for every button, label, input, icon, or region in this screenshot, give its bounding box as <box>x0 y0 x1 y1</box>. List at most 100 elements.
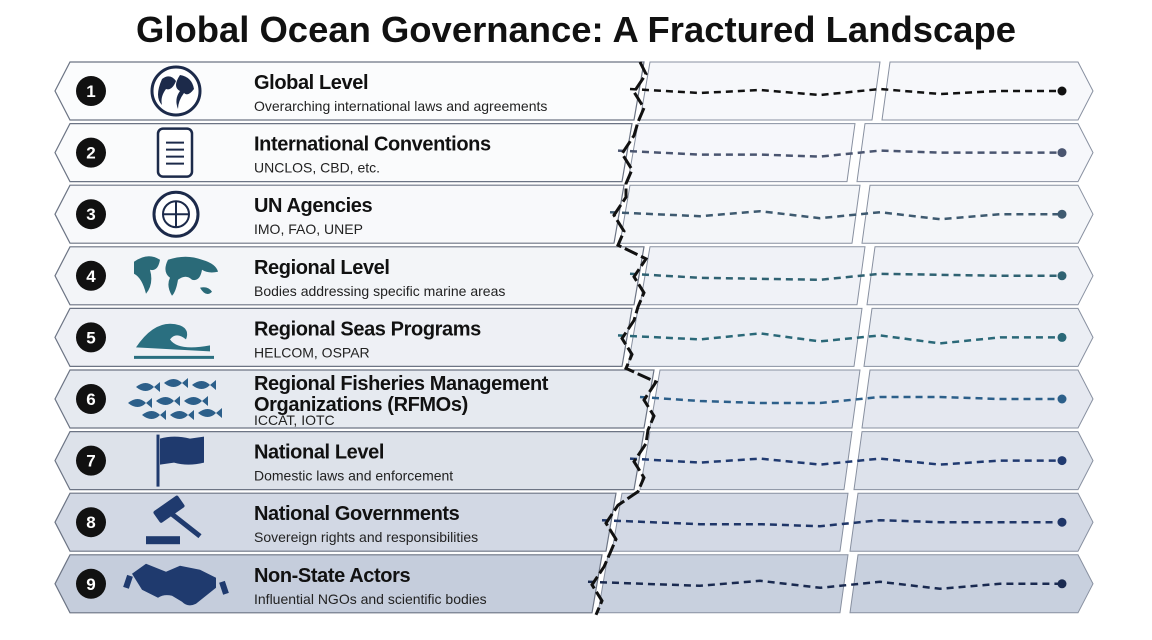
scroll <box>156 127 194 178</box>
row-number: 1 <box>86 82 95 101</box>
fish <box>192 380 216 390</box>
connector-line <box>609 209 1062 221</box>
row-number: 4 <box>86 267 96 286</box>
right-panel <box>849 554 1094 614</box>
right-panel <box>853 431 1094 491</box>
row-number: 2 <box>86 144 95 163</box>
connector-line <box>629 457 1062 466</box>
gavel-handle <box>170 512 202 539</box>
left-panel <box>54 492 617 552</box>
row-icon <box>134 256 218 296</box>
number-badge <box>76 445 106 476</box>
fish <box>128 398 152 408</box>
left-panel <box>54 184 625 244</box>
gavel-base <box>146 536 180 545</box>
right-panel <box>881 61 1094 121</box>
fish <box>170 410 194 420</box>
row-title: Regional Level <box>254 257 390 279</box>
row-subtitle: Influential NGOs and scientific bodies <box>254 591 487 607</box>
row-icon <box>150 65 202 117</box>
row-title: UN Agencies <box>254 195 373 217</box>
row-title: Global Level <box>254 72 368 94</box>
row-subtitle: Domestic laws and enforcement <box>254 468 453 484</box>
row-title: National Governments <box>254 503 460 525</box>
connector-line <box>617 149 1062 158</box>
connector-dot <box>1057 456 1067 466</box>
row-subtitle: Overarching international laws and agree… <box>254 98 547 114</box>
row-title: National Level <box>254 442 384 464</box>
connector-dot <box>1057 394 1067 404</box>
row-number: 5 <box>86 328 95 347</box>
row-subtitle: HELCOM, OSPAR <box>254 344 370 360</box>
right-panel <box>639 61 881 121</box>
number-badge <box>76 76 106 106</box>
connector-dot <box>1057 579 1067 589</box>
connector-line <box>639 395 1062 405</box>
world-map <box>134 256 218 296</box>
number-badge <box>76 507 106 538</box>
row-subtitle: Sovereign rights and responsibilities <box>254 529 478 545</box>
number-badge <box>76 260 106 291</box>
connector-dot <box>1057 517 1067 527</box>
right-panel <box>627 123 856 183</box>
right-panel <box>649 369 861 429</box>
row-number: 9 <box>86 575 95 594</box>
fish <box>142 410 166 420</box>
fish <box>198 408 222 418</box>
connector-line <box>601 518 1062 528</box>
row-icon <box>134 323 214 359</box>
right-panel <box>639 431 853 491</box>
continents <box>158 75 194 109</box>
right-panel <box>861 184 1094 244</box>
connector-dot <box>1057 209 1067 219</box>
row-icon <box>156 434 204 487</box>
row-icon <box>123 563 229 606</box>
row-title: Organizations (RFMOs) <box>254 394 468 416</box>
row-number: 3 <box>86 205 95 224</box>
row-title: International Conventions <box>254 134 491 156</box>
left-panel <box>54 122 633 183</box>
connector-line <box>617 332 1062 345</box>
handshake <box>132 563 216 606</box>
handshake-cuff <box>123 574 229 595</box>
right-panel <box>627 307 863 367</box>
connector-dot <box>1057 332 1067 342</box>
fracture-line <box>590 61 659 616</box>
row-title: Regional Seas Programs <box>254 318 481 340</box>
row-title: Non-State Actors <box>254 565 410 587</box>
right-panel <box>611 492 849 552</box>
row-icon <box>156 127 194 178</box>
connector-dot <box>1057 271 1067 281</box>
number-badge <box>76 384 106 414</box>
row-subtitle: ICCAT, IOTC <box>254 412 335 428</box>
right-panel <box>856 123 1094 183</box>
row-number: 6 <box>86 390 95 409</box>
connector-dot <box>1057 148 1067 158</box>
connector-line <box>629 272 1062 282</box>
right-panel <box>863 307 1094 367</box>
row-icon <box>146 495 202 545</box>
row-icon <box>152 190 200 238</box>
number-badge <box>76 322 106 353</box>
number-badge <box>76 137 106 168</box>
left-panel <box>54 61 645 121</box>
row-icon <box>128 378 222 420</box>
row-subtitle: Bodies addressing specific marine areas <box>254 283 505 299</box>
number-badge <box>76 568 106 599</box>
row-subtitle: UNCLOS, CBD, etc. <box>254 160 380 176</box>
right-panel <box>639 246 866 306</box>
number-badge <box>76 199 106 230</box>
fish <box>156 396 180 406</box>
connector-line <box>629 87 1062 97</box>
page-title: Global Ocean Governance: A Fractured Lan… <box>136 9 1016 50</box>
row-title: Regional Fisheries Management <box>254 373 549 395</box>
wave <box>136 323 210 352</box>
connector-dot <box>1057 86 1067 96</box>
right-panel <box>849 492 1094 552</box>
fish <box>164 378 188 388</box>
connector-line <box>587 579 1062 591</box>
right-panel <box>619 184 861 244</box>
flag <box>160 436 204 465</box>
